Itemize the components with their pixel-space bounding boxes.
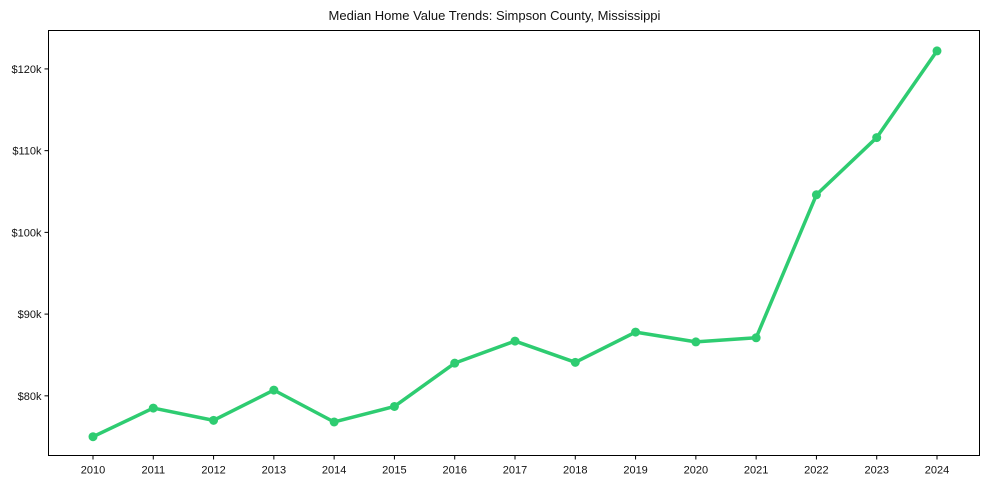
data-point (450, 358, 460, 368)
chart-title: Median Home Value Trends: Simpson County… (328, 8, 661, 23)
x-tick-label: 2020 (684, 465, 708, 477)
y-axis: $80k $90k $100k $110k $120k (12, 64, 49, 403)
x-tick-label: 2022 (804, 465, 828, 477)
data-point (88, 432, 98, 442)
data-point (751, 333, 761, 343)
x-tick-label: 2018 (563, 465, 587, 477)
x-tick-label: 2021 (744, 465, 768, 477)
x-tick-label: 2011 (141, 465, 165, 477)
x-tick-label: 2017 (503, 465, 527, 477)
data-point (691, 337, 701, 347)
data-point (510, 336, 520, 346)
y-tick-label: $80k (18, 391, 42, 403)
data-point (631, 327, 641, 337)
data-point (389, 401, 399, 411)
data-point (209, 415, 219, 425)
data-point (570, 357, 580, 367)
data-markers (88, 46, 942, 442)
y-tick-label: $110k (12, 146, 42, 158)
y-tick-label: $120k (12, 64, 42, 76)
plot-frame (48, 30, 980, 456)
data-point (811, 190, 821, 200)
x-tick-label: 2024 (925, 465, 949, 477)
series-line (91, 49, 939, 439)
y-tick-label: $90k (18, 309, 42, 321)
y-tick-label: $100k (12, 227, 42, 239)
data-point (148, 403, 158, 413)
x-tick-label: 2014 (322, 465, 346, 477)
x-tick-label: 2010 (81, 465, 105, 477)
data-point (329, 417, 339, 427)
x-tick-label: 2015 (382, 465, 406, 477)
x-axis: 2010 2011 2012 2013 2014 2015 2016 2017 2018 2019… (81, 455, 949, 477)
x-tick-label: 2019 (623, 465, 647, 477)
x-tick-label: 2016 (442, 465, 466, 477)
data-point (872, 133, 882, 143)
data-point (269, 385, 279, 395)
data-point (932, 46, 942, 56)
x-tick-label: 2023 (864, 465, 888, 477)
x-tick-label: 2013 (262, 465, 286, 477)
x-tick-label: 2012 (201, 465, 225, 477)
